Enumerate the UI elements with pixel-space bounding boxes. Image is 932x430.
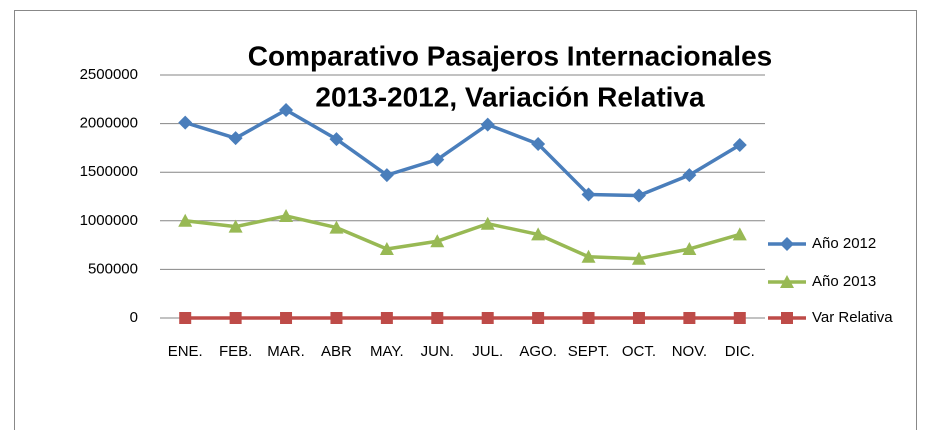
marker [632, 312, 645, 324]
marker [581, 249, 596, 263]
marker [531, 227, 546, 241]
marker [330, 312, 343, 324]
chart-frame [14, 10, 917, 430]
x-tick-label: ABR [321, 343, 352, 360]
x-tick-label: MAR. [267, 343, 305, 360]
marker [229, 312, 242, 324]
x-tick-label: JUL. [472, 343, 503, 360]
marker [430, 152, 445, 167]
marker [329, 132, 344, 147]
marker [683, 312, 696, 324]
marker [379, 168, 394, 183]
legend-marker [781, 312, 793, 324]
marker [732, 227, 747, 241]
marker [582, 312, 595, 324]
x-tick-label: DIC. [725, 343, 755, 360]
x-tick-label: NOV. [672, 343, 707, 360]
marker [581, 187, 596, 202]
chart-title: Comparativo Pasajeros Internacionales [248, 40, 772, 71]
marker [380, 312, 393, 324]
marker [279, 102, 294, 117]
y-tick-label: 1000000 [80, 212, 138, 229]
legend-label: Año 2012 [812, 235, 876, 252]
marker [280, 312, 293, 324]
marker [228, 219, 243, 233]
marker [480, 117, 495, 132]
marker [631, 188, 646, 203]
y-tick-label: 2500000 [80, 66, 138, 83]
series-line [184, 108, 741, 198]
series-line [185, 214, 741, 261]
x-tick-label: AGO. [519, 343, 557, 360]
marker [228, 131, 243, 146]
marker [532, 312, 545, 324]
y-tick-label: 2000000 [80, 115, 138, 132]
chart-title: 2013-2012, Variación Relativa [315, 81, 705, 112]
x-tick-label: OCT. [622, 343, 656, 360]
marker [732, 137, 747, 152]
x-tick-label: MAY. [370, 343, 404, 360]
y-tick-label: 0 [130, 309, 138, 326]
marker [178, 213, 193, 227]
marker [631, 251, 646, 265]
marker [531, 137, 546, 152]
marker [682, 241, 697, 255]
marker [179, 312, 192, 324]
marker [480, 216, 495, 230]
marker [682, 168, 697, 183]
marker [733, 312, 746, 324]
legend-label: Año 2013 [812, 273, 876, 290]
x-tick-label: FEB. [219, 343, 252, 360]
marker [431, 312, 444, 324]
y-tick-label: 1500000 [80, 163, 138, 180]
marker [329, 220, 344, 234]
marker [379, 241, 394, 255]
x-tick-label: SEPT. [568, 343, 610, 360]
x-tick-label: JUN. [421, 343, 454, 360]
y-tick-label: 500000 [88, 260, 138, 277]
x-tick-label: ENE. [168, 343, 203, 360]
marker [481, 312, 494, 324]
legend-marker [780, 275, 794, 288]
marker [279, 208, 294, 222]
legend-marker [780, 237, 794, 251]
marker [178, 115, 193, 130]
legend-label: Var Relativa [812, 309, 893, 326]
marker [430, 234, 445, 248]
